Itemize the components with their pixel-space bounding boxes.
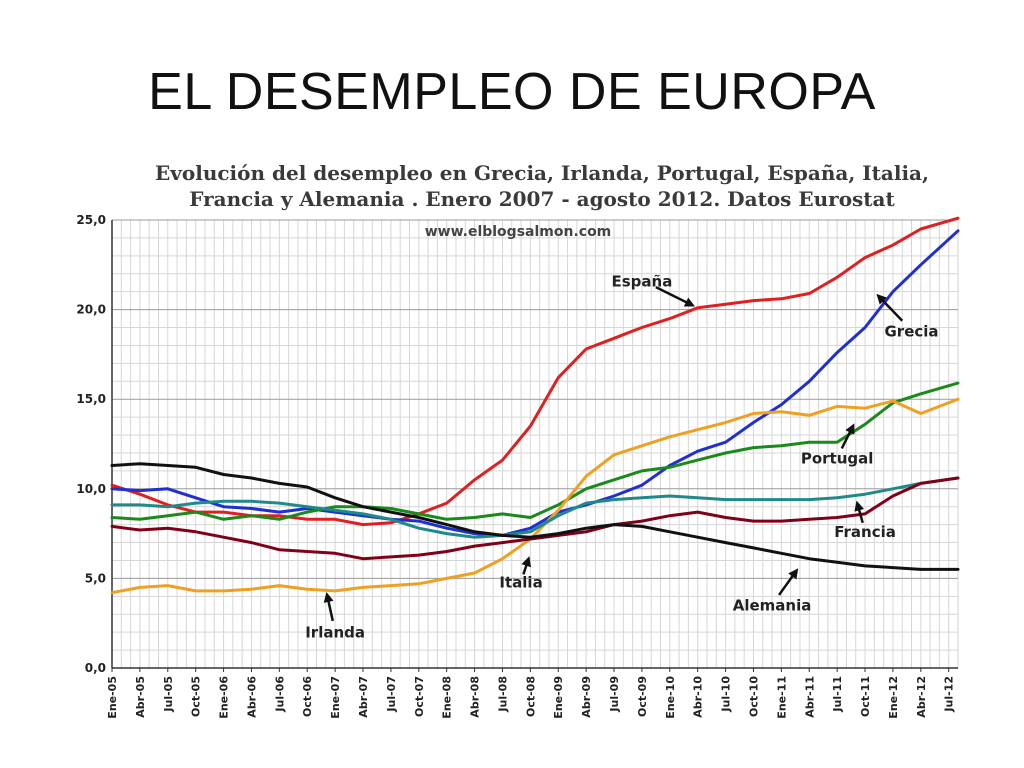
x-tick-label: Ene-10 — [664, 676, 677, 719]
chart-series — [110, 216, 960, 595]
x-tick-label: Jul-11 — [831, 676, 844, 713]
annotation-arrowhead-alemania — [788, 568, 799, 580]
annotation-arrowhead-irlanda — [323, 592, 334, 603]
plot-area — [112, 220, 958, 668]
chart-source: www.elblogsalmon.com — [425, 224, 612, 240]
x-tick-label: Jul-09 — [608, 676, 621, 713]
x-tick-label: Abr-06 — [245, 676, 258, 718]
chart-title-line2: Francia y Alemania . Enero 2007 - agosto… — [189, 187, 895, 211]
x-tick-label: Oct-11 — [859, 676, 872, 717]
annotation-label-portugal: Portugal — [801, 450, 874, 468]
x-tick-label: Jul-06 — [273, 676, 286, 713]
series-line-alemania — [110, 462, 960, 571]
annotation-arrowhead-italia — [521, 556, 532, 568]
x-tick-label: Abr-05 — [134, 676, 147, 718]
x-tick-label: Jul-07 — [385, 676, 398, 713]
chart-title-line1: Evolución del desempleo en Grecia, Irlan… — [155, 161, 929, 185]
annotation-label-espana: España — [611, 272, 672, 290]
y-tick-label: 5,0 — [85, 571, 106, 585]
series-line-francia — [110, 476, 960, 539]
x-tick-label: Abr-11 — [803, 676, 816, 718]
x-tick-label: Abr-08 — [469, 676, 482, 718]
annotation-arrowhead-portugal — [845, 423, 855, 435]
annotation-arrowhead-espana — [683, 297, 696, 307]
x-tick-label: Oct-09 — [636, 676, 649, 717]
annotation-label-grecia: Grecia — [884, 322, 938, 340]
x-tick-label: Ene-11 — [775, 676, 788, 719]
y-tick-label: 0,0 — [85, 661, 106, 675]
x-tick-label: Oct-08 — [524, 676, 537, 717]
x-tick-label: Jul-12 — [943, 676, 956, 713]
x-tick-label: Ene-06 — [218, 676, 231, 719]
x-tick-label: Abr-10 — [692, 676, 705, 718]
slide-title: EL DESEMPLEO DE EUROPA — [148, 63, 876, 121]
x-tick-label: Ene-08 — [441, 676, 454, 719]
series-line-portugal — [110, 381, 960, 521]
annotation-label-francia: Francia — [834, 523, 896, 541]
x-tick-label: Ene-05 — [106, 676, 119, 719]
annotation-label-italia: Italia — [499, 573, 542, 591]
series-line-irlanda — [110, 476, 960, 561]
chart-container: Evolución del desempleo en Grecia, Irlan… — [72, 148, 972, 748]
x-tick-label: Oct-10 — [747, 676, 760, 717]
y-tick-label: 20,0 — [76, 303, 106, 317]
annotation-arrow-espana — [655, 286, 691, 305]
x-tick-label: Oct-05 — [190, 676, 203, 717]
x-tick-label: Ene-09 — [552, 676, 565, 719]
chart-axes: 0,0 5,0 10,0 15,0 20,0 25,0 Ene-05 Abr-05 Jul-05… — [76, 213, 958, 719]
annotation-arrow-alemania — [778, 572, 796, 596]
x-tick-label: Abr-07 — [357, 676, 370, 718]
x-tick-label: Jul-08 — [496, 676, 509, 713]
y-tick-label: 25,0 — [76, 213, 106, 227]
unemployment-chart: Evolución del desempleo en Grecia, Irlan… — [72, 148, 972, 748]
annotation-arrow-grecia — [879, 297, 904, 322]
series-line-grecia — [110, 229, 960, 537]
chart-annotations: España Grecia Portugal Francia Italia Alemani… — [305, 272, 938, 641]
x-tick-label: Jul-05 — [162, 676, 175, 713]
chart-grid — [111, 219, 959, 669]
y-tick-label: 15,0 — [76, 392, 106, 406]
annotation-label-alemania: Alemania — [733, 597, 812, 615]
x-tick-label: Oct-07 — [413, 676, 426, 717]
x-tick-label: Jul-10 — [720, 676, 733, 713]
x-tick-label: Abr-09 — [580, 676, 593, 718]
x-tick-label: Ene-12 — [887, 676, 900, 719]
annotation-label-irlanda: Irlanda — [305, 624, 365, 642]
x-tick-label: Abr-12 — [915, 676, 928, 718]
x-tick-label: Ene-07 — [329, 676, 342, 719]
x-tick-label: Oct-06 — [301, 676, 314, 717]
y-tick-label: 10,0 — [76, 482, 106, 496]
annotation-arrowhead-francia — [854, 500, 865, 512]
annotation-arrowhead-grecia — [876, 293, 887, 305]
